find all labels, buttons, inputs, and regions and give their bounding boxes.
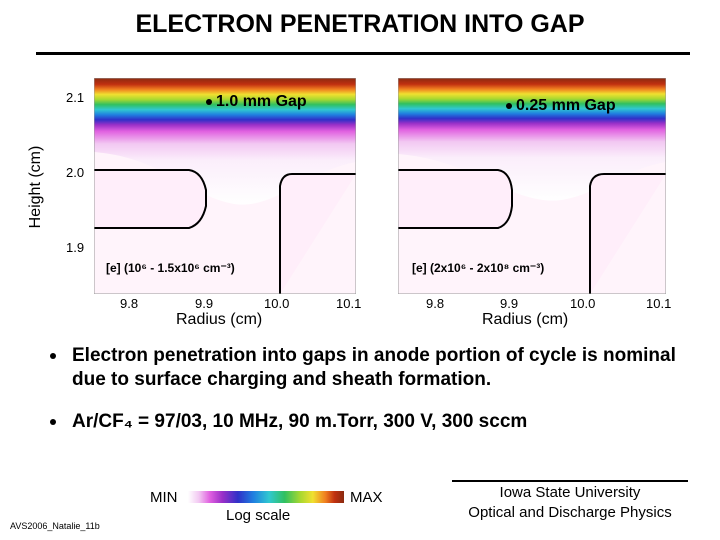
bullet-icon: [50, 419, 56, 425]
x-tick-label: 10.1: [646, 296, 672, 311]
x-tick-label: 9.8: [120, 296, 139, 311]
density-range-1mm: [e] (10⁶ - 1.5x10⁶ cm⁻³): [106, 261, 235, 275]
x-tick-label: 9.8: [426, 296, 445, 311]
x-axis-label: Radius (cm): [176, 311, 263, 328]
legend-scale-label: Log scale: [226, 507, 291, 524]
bullet-text: Ar/CF₄ = 97/03, 10 MHz, 90 m.Torr, 300 V…: [72, 411, 528, 432]
legend-min-label: MIN: [150, 489, 178, 506]
x-tick-label: 9.9: [195, 296, 214, 311]
plot-panel-025mm: [398, 78, 666, 294]
footer-rule: [452, 480, 688, 482]
x-tick-label: 10.0: [264, 296, 290, 311]
bullet-text: Electron penetration into gaps in anode …: [72, 345, 676, 390]
bullet-icon: [50, 353, 56, 359]
y-tick-label: 2.1: [66, 90, 85, 105]
footer-institution: Iowa State University: [499, 484, 641, 501]
x-axis-label: Radius (cm): [482, 311, 569, 328]
y-tick-label: 2.0: [66, 165, 85, 180]
title-rule: [36, 52, 690, 55]
panel-label-025mm: 0.25 mm Gap: [506, 97, 616, 115]
colorbar: [188, 491, 344, 503]
y-tick-label: 1.9: [66, 240, 85, 255]
panel-label-1mm: 1.0 mm Gap: [206, 93, 307, 111]
density-range-025mm: [e] (2x10⁶ - 2x10⁸ cm⁻³): [412, 261, 545, 275]
slide-title: ELECTRON PENETRATION INTO GAP: [135, 10, 585, 38]
x-tick-label: 10.0: [570, 296, 596, 311]
file-tag: AVS2006_Natalie_11b: [10, 521, 100, 531]
y-axis-label: Height (cm): [27, 145, 44, 229]
x-tick-label: 10.1: [336, 296, 362, 311]
footer-group: Optical and Discharge Physics: [468, 504, 672, 521]
legend-max-label: MAX: [350, 489, 383, 506]
plot-panel-1mm: [94, 78, 356, 294]
x-tick-label: 9.9: [500, 296, 519, 311]
